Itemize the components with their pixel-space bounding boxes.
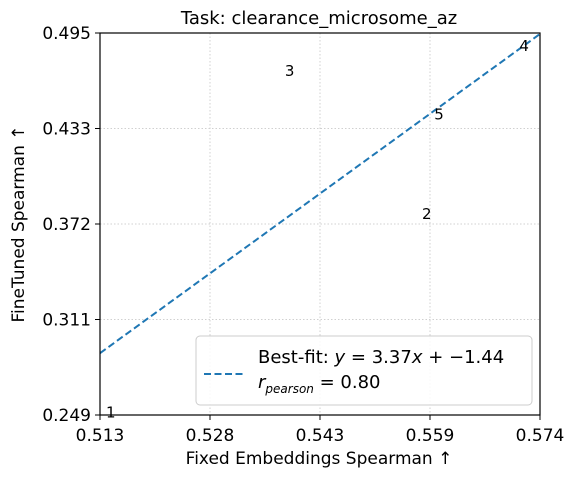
x-tick-label: 0.574 [516, 426, 565, 446]
best-fit-line [99, 33, 541, 354]
point-label-1: 1 [106, 404, 116, 422]
legend-eq-tail: + −1.44 [422, 347, 504, 368]
y-tick-label: 0.372 [42, 215, 91, 235]
chart-title: Task: clearance_microsome_az [180, 8, 457, 29]
point-label-2: 2 [422, 205, 432, 223]
x-axis-label: Fixed Embeddings Spearman ↑ [186, 449, 453, 469]
point-label-3: 3 [285, 62, 295, 80]
grid-lines [100, 33, 540, 415]
y-tick-label: 0.249 [42, 406, 91, 426]
point-labels: 1 2 3 4 5 [106, 37, 529, 421]
legend-pearson: rpearson = 0.80 [258, 372, 381, 396]
legend-eq-body: y [334, 347, 346, 368]
legend-eq-x: x [411, 347, 423, 368]
x-axis-ticks: 0.513 0.528 0.543 0.559 0.574 [76, 415, 565, 446]
y-tick-label: 0.433 [42, 120, 91, 140]
point-label-4: 4 [519, 37, 529, 55]
legend-eq-rest: = 3.37 [345, 347, 412, 368]
legend-fit-equation: Best-fit: y = 3.37x + −1.44 [258, 347, 504, 368]
x-tick-label: 0.513 [76, 426, 125, 446]
y-axis-label: FineTuned Spearman ↑ [9, 125, 29, 322]
legend-box [195, 335, 533, 406]
legend: Best-fit: y = 3.37x + −1.44 rpearson = 0… [195, 335, 533, 406]
point-label-5: 5 [434, 106, 444, 124]
legend-r-value: = 0.80 [314, 372, 381, 393]
x-tick-label: 0.543 [296, 426, 345, 446]
y-tick-label: 0.495 [42, 24, 91, 44]
x-tick-label: 0.559 [406, 426, 455, 446]
x-tick-label: 0.528 [186, 426, 235, 446]
legend-r-subscript: pearson [264, 382, 314, 396]
legend-eq-prefix: Best-fit: [258, 347, 335, 368]
legend-r: r [258, 372, 267, 393]
y-axis-ticks: 0.249 0.311 0.372 0.433 0.495 [42, 24, 100, 426]
y-tick-label: 0.311 [42, 311, 91, 331]
